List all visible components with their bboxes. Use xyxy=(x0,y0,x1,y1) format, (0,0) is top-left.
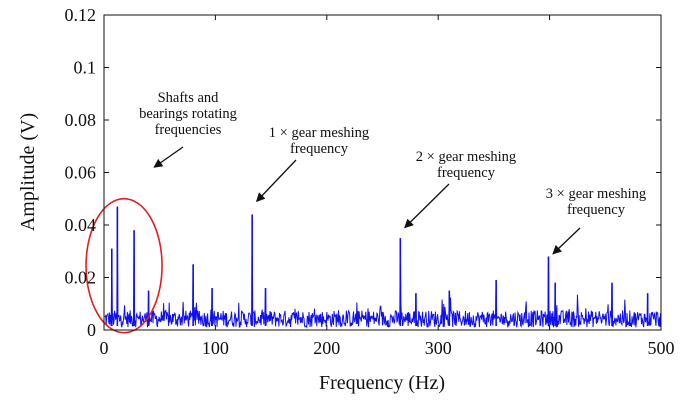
annotation-arrow xyxy=(255,159,297,203)
x-tick-label: 200 xyxy=(313,338,340,358)
annotation-text: 2 × gear meshing xyxy=(416,149,516,165)
y-tick-label: 0.04 xyxy=(65,215,97,235)
annotation-arrow xyxy=(404,183,450,229)
y-tick-label: 0.1 xyxy=(74,58,97,78)
annotation-text: bearings rotating xyxy=(139,106,237,122)
annotation-arrow xyxy=(552,227,581,255)
x-tick-label: 500 xyxy=(648,338,675,358)
x-tick-label: 0 xyxy=(100,338,109,358)
x-tick-label: 400 xyxy=(536,338,563,358)
y-tick-label: 0 xyxy=(87,320,96,340)
highlight-ellipse xyxy=(85,197,163,334)
x-axis-label: Frequency (Hz) xyxy=(319,372,445,394)
annotation-text: frequency xyxy=(290,141,349,157)
annotation-text: frequency xyxy=(567,202,626,218)
annotation-text: 3 × gear meshing xyxy=(546,186,646,202)
y-axis-label: Amplitude (V) xyxy=(17,113,39,231)
annotation-text: frequency xyxy=(437,165,496,181)
annotation-text: Shafts and xyxy=(158,90,220,106)
y-tick-label: 0.02 xyxy=(65,268,97,288)
plot-background xyxy=(104,15,661,330)
y-tick-label: 0.12 xyxy=(65,5,97,25)
x-tick-label: 300 xyxy=(425,338,452,358)
x-tick-label: 100 xyxy=(202,338,229,358)
y-tick-label: 0.06 xyxy=(65,163,97,183)
y-tick-label: 0.08 xyxy=(65,110,97,130)
annotation-text: 1 × gear meshing xyxy=(269,125,369,141)
annotation-text: frequencies xyxy=(155,122,222,138)
spectrum-line xyxy=(104,206,662,329)
annotation-arrow xyxy=(153,146,184,168)
